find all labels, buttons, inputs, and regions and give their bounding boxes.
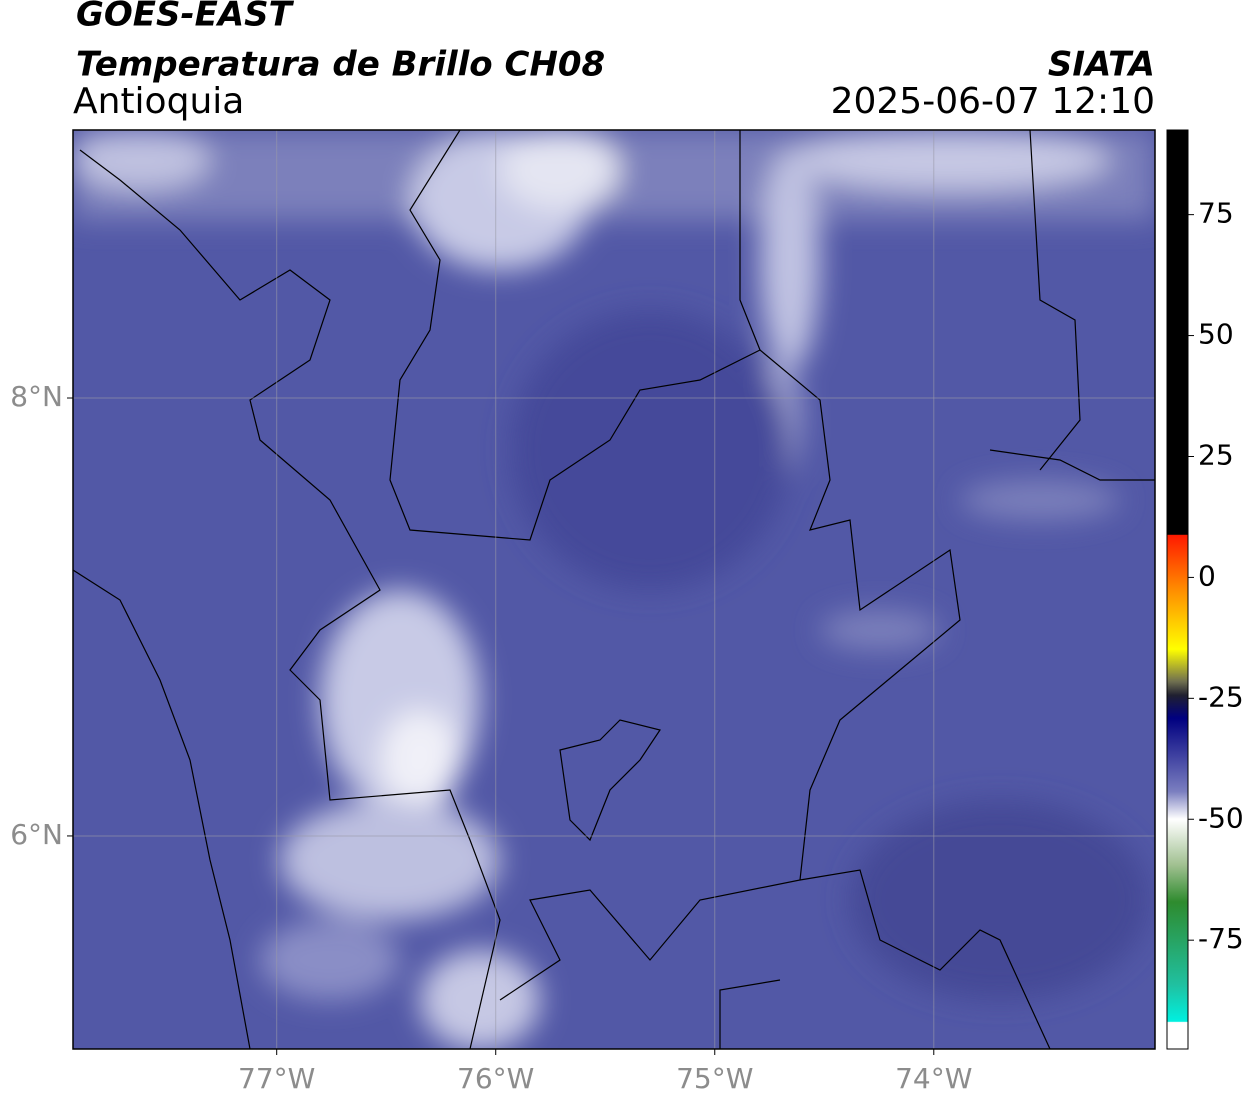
subtitle: Temperatura de Brillo CH08 bbox=[76, 45, 605, 85]
colorbar-tick-label: -50 bbox=[1198, 801, 1244, 834]
lat-tick-label: 8°N bbox=[10, 380, 63, 413]
title: GOES-EAST bbox=[76, 0, 295, 35]
antioquia-border-east bbox=[499, 349, 961, 1001]
lon-tick-label: 77°W bbox=[238, 1062, 315, 1095]
graticule bbox=[67, 130, 1155, 1055]
lat-tick-label: 6°N bbox=[10, 818, 63, 851]
colorbar-tick-label: 0 bbox=[1198, 559, 1216, 592]
municipal-border bbox=[559, 719, 661, 842]
borders bbox=[73, 130, 1155, 1049]
map-area bbox=[73, 130, 1155, 1049]
dept-border bbox=[719, 130, 1155, 1049]
colorbar-tick-label: -75 bbox=[1198, 922, 1244, 955]
lon-tick-label: 75°W bbox=[676, 1062, 753, 1095]
colorbar-tick-label: 25 bbox=[1198, 438, 1234, 471]
antioquia-border bbox=[389, 130, 761, 541]
region: Antioquia bbox=[73, 81, 244, 122]
coastline bbox=[79, 149, 501, 1049]
source: SIATA bbox=[1048, 45, 1155, 85]
datetime: 2025-06-07 12:10 bbox=[831, 81, 1155, 122]
lon-tick-label: 74°W bbox=[895, 1062, 972, 1095]
map-frame bbox=[72, 129, 1156, 1050]
colorbar-tick-label: -25 bbox=[1198, 680, 1244, 713]
coastline-pacific bbox=[73, 569, 251, 1049]
colorbar bbox=[1166, 129, 1189, 1050]
lon-tick-label: 76°W bbox=[457, 1062, 534, 1095]
cloud-field bbox=[73, 130, 1155, 1049]
colorbar-tick-label: 75 bbox=[1198, 197, 1234, 230]
colorbar-tick-label: 50 bbox=[1198, 318, 1234, 351]
